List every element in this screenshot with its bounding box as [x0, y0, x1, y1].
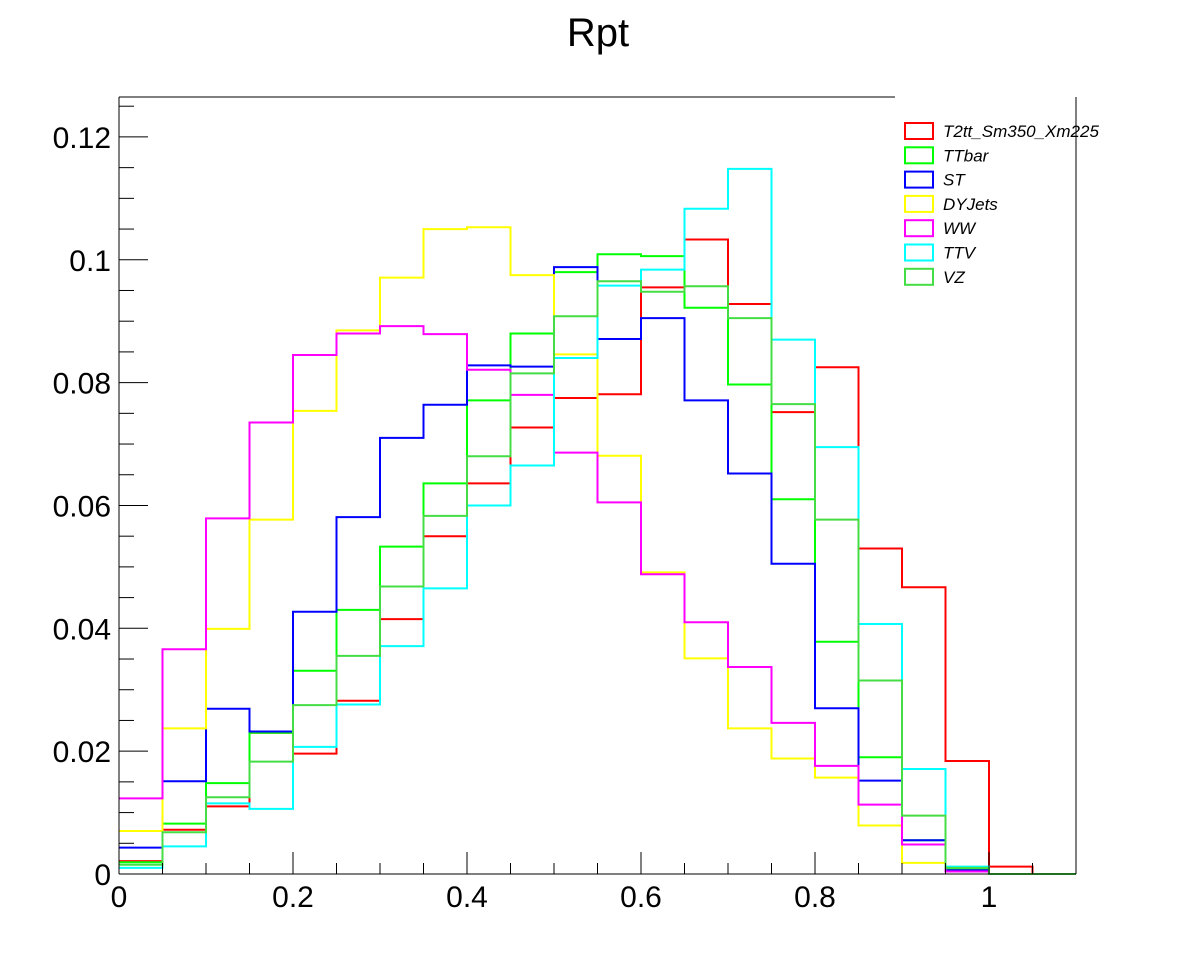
x-tick-label: 0.8 — [794, 881, 836, 914]
legend-entry: ST — [904, 170, 966, 190]
y-tick-label: 0.08 — [53, 368, 111, 401]
y-axis: 0 0.02 0.04 0.06 0.08 0.1 0.12 — [53, 97, 148, 892]
legend-swatch — [904, 146, 934, 165]
legend-entry: DYJets — [904, 194, 998, 214]
legend-entry: T2tt_Sm350_Xm225 — [904, 122, 1099, 141]
y-tick-label: 0.04 — [53, 613, 111, 646]
legend-entry: WW — [904, 219, 977, 238]
legend-swatch — [904, 267, 934, 286]
legend-entry: TTV — [904, 243, 977, 263]
y-tick-label: 0 — [94, 859, 111, 892]
x-tick-label: 0.4 — [446, 881, 488, 914]
legend-label: DYJets — [943, 195, 998, 214]
legend-swatch — [904, 243, 934, 262]
chart-title: Rpt — [567, 11, 629, 55]
x-tick-label: 1 — [981, 881, 998, 914]
x-tick-label: 0.2 — [272, 881, 314, 914]
y-tick-label: 0.02 — [53, 736, 111, 769]
legend-label: WW — [943, 219, 977, 238]
legend-label: TTV — [943, 244, 977, 263]
legend-entry: TTbar — [904, 146, 990, 165]
series-line-ttv — [119, 167, 1076, 875]
y-tick-label: 0.12 — [53, 122, 111, 155]
legend-swatch — [904, 219, 934, 238]
y-tick-label: 0.06 — [53, 490, 111, 523]
legend-label: T2tt_Sm350_Xm225 — [943, 122, 1099, 141]
series-line-vz — [119, 280, 1076, 875]
legend-swatch — [904, 170, 934, 189]
legend-entry: VZ — [904, 267, 965, 287]
x-tick-label: 0 — [111, 881, 128, 914]
legend: T2tt_Sm350_Xm225 TTbar ST DYJets WW TTV VZ — [904, 122, 1099, 287]
plot-area — [119, 96, 1077, 875]
legend-label: TTbar — [943, 146, 990, 165]
x-axis: 0 0.2 0.4 0.6 0.8 1 — [111, 852, 1077, 914]
x-tick-label: 0.6 — [620, 881, 662, 914]
legend-swatch — [904, 122, 934, 140]
legend-swatch — [904, 194, 934, 213]
legend-label: ST — [943, 171, 966, 190]
y-tick-label: 0.1 — [69, 245, 111, 278]
legend-label: VZ — [943, 268, 965, 287]
